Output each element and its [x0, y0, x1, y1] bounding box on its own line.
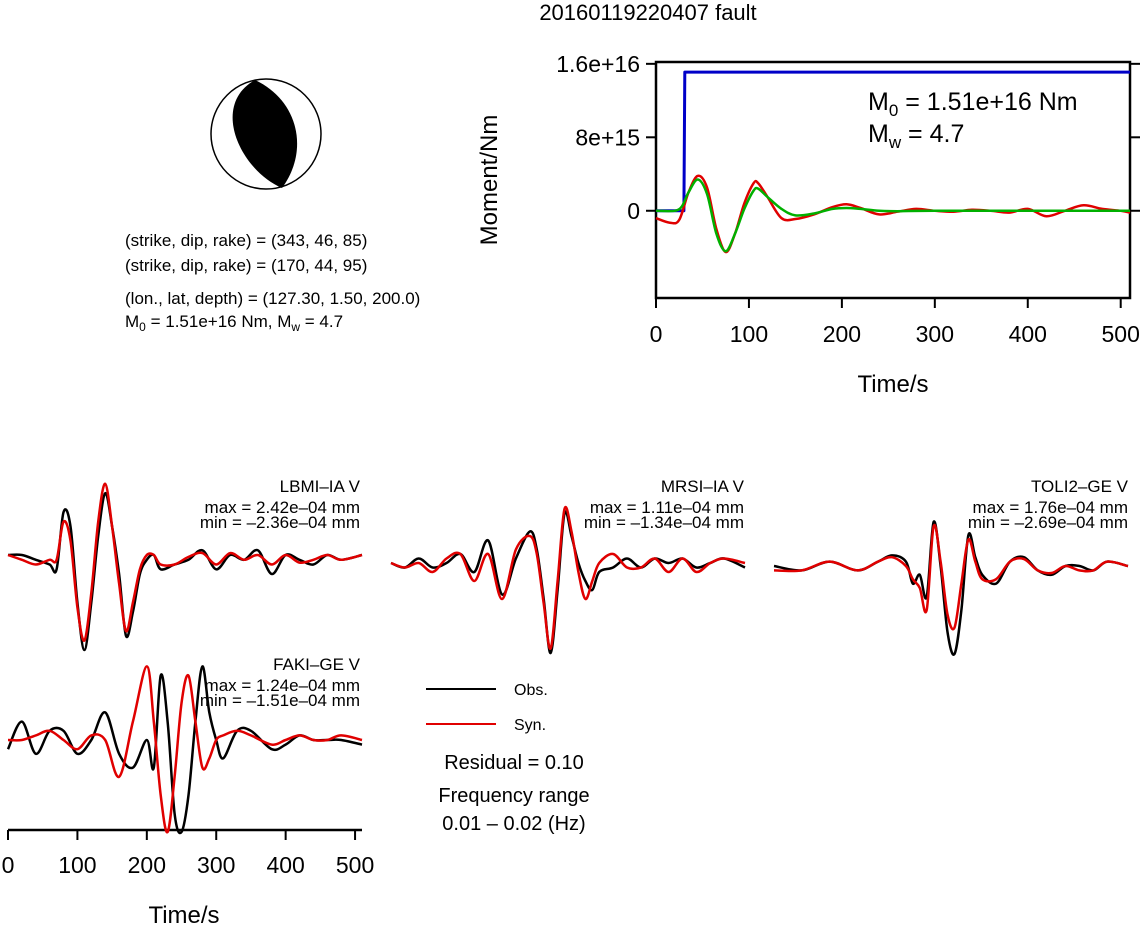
moment-x-tick-label: 0: [650, 321, 663, 347]
waveform-synthetic: [7, 482, 363, 642]
frequency-range-label: Frequency range: [438, 785, 589, 807]
moment-y-axis-label: Moment/Nm: [476, 115, 503, 246]
waveform-x-tick-label: 200: [128, 852, 166, 878]
waveform-x-axis: 0 100 200 300 400 500: [2, 828, 374, 878]
mechanism-plane-1: (strike, dip, rake) = (343, 46, 85): [125, 231, 367, 250]
moment-plot-frame: [654, 60, 1132, 300]
moment-mw-label: Mw = 4.7: [868, 120, 964, 152]
waveform-x-tick-label: 0: [2, 852, 15, 878]
station-max: max = 1.24e–04 mm: [205, 676, 360, 695]
waveform-x-tick-label: 100: [58, 852, 96, 878]
waveform-x-tick-label: 500: [336, 852, 374, 878]
moment-x-tick-label: 300: [916, 321, 954, 347]
waveform-panel-toli2: TOLI2–GE V max = 1.76e–04 mm min = –2.69…: [773, 477, 1129, 656]
moment-x-tick-label: 500: [1102, 321, 1140, 347]
waveform-x-tick-label: 300: [197, 852, 235, 878]
waveform-observed: [6, 665, 363, 835]
focal-mechanism-beachball: [210, 78, 322, 190]
station-label: LBMI–IA V: [280, 477, 361, 496]
moment-y-tick-label: 0: [627, 198, 640, 224]
station-min: min = –1.34e–04 mm: [584, 513, 744, 532]
waveform-x-axis-label: Time/s: [148, 902, 219, 927]
waveform-synthetic: [773, 523, 1129, 631]
station-max: max = 1.11e–04 mm: [590, 498, 744, 517]
figure-title: 20160119220407 fault: [539, 0, 756, 25]
moment-m0-label: M0 = 1.51e+16 Nm: [868, 88, 1078, 120]
station-label: FAKI–GE V: [273, 655, 361, 674]
legend-syn-label: Syn.: [514, 717, 546, 734]
mechanism-plane-2: (strike, dip, rake) = (170, 44, 95): [125, 256, 367, 275]
station-label: TOLI2–GE V: [1031, 477, 1129, 496]
waveform-panel-mrsi: MRSI–IA V max = 1.11e–04 mm min = –1.34e…: [390, 477, 746, 655]
moment-y-tick-label: 1.6e+16: [556, 51, 640, 77]
moment-series-red: [655, 174, 1131, 254]
moment-axis-ticks: 0 8e+15 1.6e+16 0 100 200 300 400 500: [556, 51, 1140, 347]
moment-x-axis-label: Time/s: [857, 371, 928, 398]
waveform-observed: [7, 492, 363, 652]
legend-obs-label: Obs.: [514, 682, 548, 699]
station-label: MRSI–IA V: [661, 477, 745, 496]
station-max: max = 1.76e–04 mm: [973, 498, 1128, 517]
moment-series-green: [655, 178, 1130, 253]
mechanism-moment: M0 = 1.51e+16 Nm, Mw = 4.7: [125, 312, 343, 334]
waveform-observed: [390, 510, 746, 655]
waveform-panel-lbmi: LBMI–IA V max = 2.42e–04 mm min = –2.36e…: [7, 477, 363, 652]
waveform-x-tick-label: 400: [266, 852, 304, 878]
waveform-synthetic: [390, 505, 746, 650]
residual-label: Residual = 0.10: [444, 752, 584, 774]
beachball-compressional-quadrant: [232, 80, 298, 188]
station-min: min = –1.51e–04 mm: [200, 691, 360, 710]
moment-series: [655, 70, 1131, 254]
station-min: min = –2.36e–04 mm: [200, 513, 360, 532]
moment-x-tick-label: 100: [730, 321, 768, 347]
station-min: min = –2.69e–04 mm: [968, 513, 1128, 532]
moment-panel: 0 8e+15 1.6e+16 0 100 200 300 400 500 M0 = 1.51e…: [476, 51, 1140, 398]
mechanism-location: (lon., lat, depth) = (127.30, 1.50, 200.…: [125, 289, 420, 308]
moment-x-tick-label: 400: [1009, 321, 1047, 347]
moment-x-tick-label: 200: [823, 321, 861, 347]
frequency-range-value: 0.01 – 0.02 (Hz): [442, 813, 585, 835]
moment-y-tick-label: 8e+15: [575, 124, 640, 150]
waveform-synthetic: [7, 665, 363, 834]
station-max: max = 2.42e–04 mm: [205, 498, 360, 517]
waveform-panel-faki: FAKI–GE V max = 1.24e–04 mm min = –1.51e…: [2, 655, 375, 927]
waveform-observed: [773, 520, 1129, 656]
waveform-legend: Obs. Syn. Residual = 0.10 Frequency rang…: [426, 682, 590, 835]
